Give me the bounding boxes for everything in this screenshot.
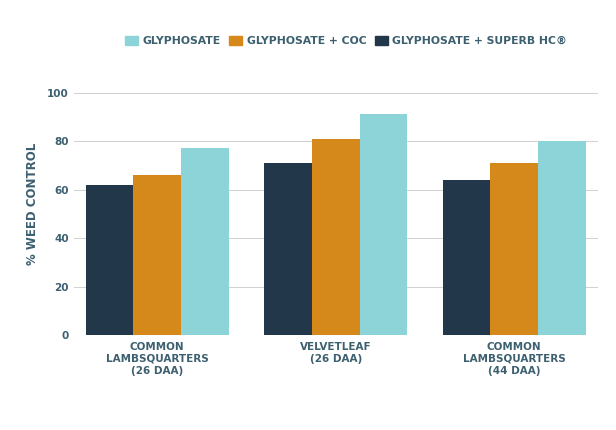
Y-axis label: % WEED CONTROL: % WEED CONTROL xyxy=(26,143,39,265)
Bar xyxy=(443,180,490,335)
Bar xyxy=(360,114,407,335)
Bar xyxy=(264,163,312,335)
Bar xyxy=(134,175,181,335)
Bar xyxy=(86,185,134,335)
Legend: GLYPHOSATE, GLYPHOSATE + COC, GLYPHOSATE + SUPERB HC®: GLYPHOSATE, GLYPHOSATE + COC, GLYPHOSATE… xyxy=(121,31,572,50)
Bar xyxy=(490,163,538,335)
Bar xyxy=(181,148,229,335)
Bar xyxy=(538,141,586,335)
Bar xyxy=(312,139,360,335)
